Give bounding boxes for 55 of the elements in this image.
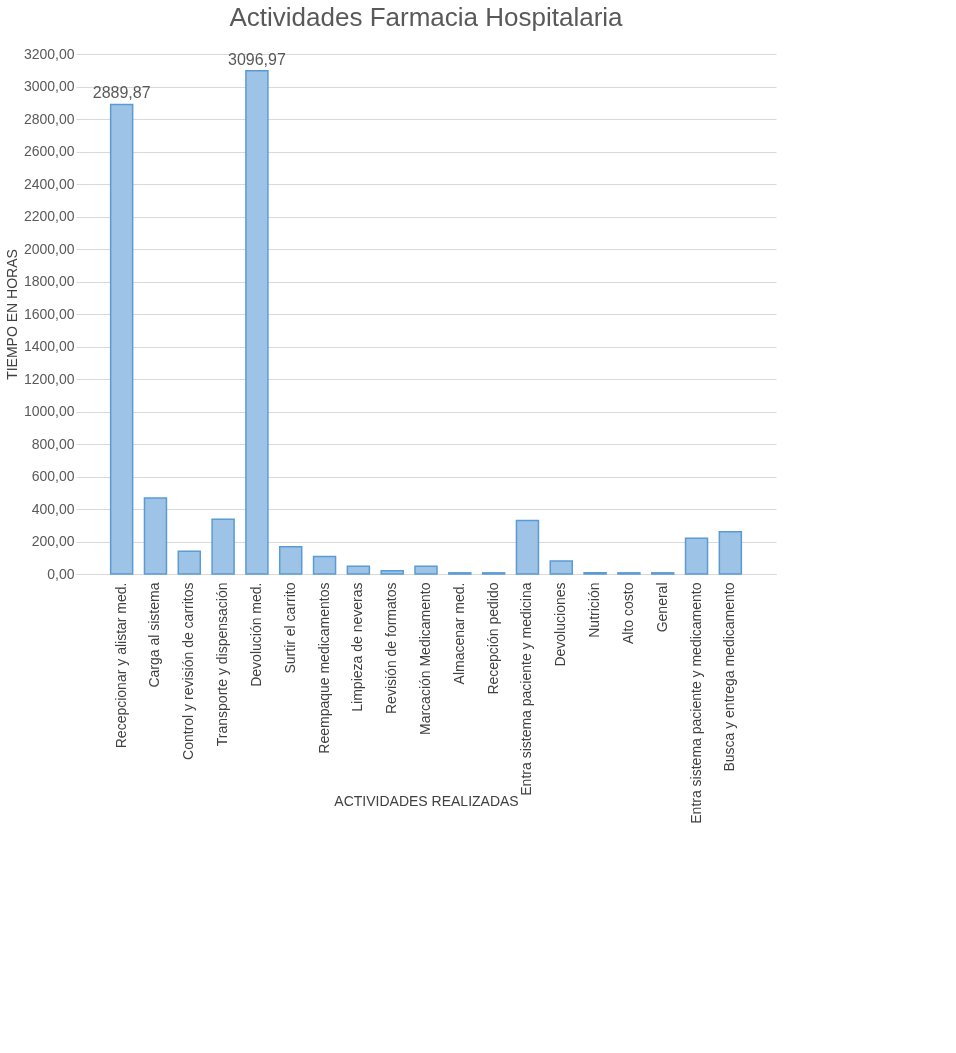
x-tick-label: Busca y entrega medicamento: [721, 582, 738, 772]
y-tick-label: 3200,00: [23, 45, 75, 62]
x-tick-label: Carga al sistema: [146, 582, 163, 688]
y-tick-label: 600,00: [31, 468, 75, 484]
bar: [718, 531, 743, 575]
y-tick-label: 1600,00: [23, 305, 75, 322]
bar: [515, 519, 540, 575]
bar: [245, 69, 269, 575]
x-tick-label: Revisión de formatos: [383, 582, 400, 715]
bar: [211, 518, 235, 575]
bar: [549, 560, 574, 575]
bar: [346, 565, 371, 575]
bar: [143, 497, 168, 575]
data-label: 3096,97: [228, 50, 286, 68]
y-tick-label: 3000,00: [23, 78, 75, 94]
x-tick-label: Control y revisión de carritos: [180, 582, 197, 760]
x-tick-label: Almacenar med.: [450, 582, 467, 685]
y-tick-label: 1800,00: [23, 273, 75, 289]
y-tick-label: 2400,00: [23, 175, 75, 192]
y-tick-label: 1000,00: [23, 403, 75, 419]
y-tick-label: 2000,00: [23, 240, 75, 257]
x-tick-label: Devolución med.: [247, 582, 264, 687]
bar: [312, 555, 337, 575]
bar: [414, 565, 438, 575]
bar: [109, 103, 134, 575]
y-tick-label: 400,00: [31, 500, 75, 517]
x-tick-label: Marcación Medicamento: [417, 582, 433, 736]
x-tick-label: Surtir el carrito: [281, 582, 298, 674]
chart-title: Actividades Farmacia Hospitalaria: [229, 2, 624, 32]
bar: [278, 546, 303, 575]
x-axis-title: ACTIVIDADES REALIZADAS: [334, 792, 519, 809]
x-tick-label: Entra sistema paciente y medicamento: [687, 582, 704, 824]
y-tick-label: 200,00: [31, 533, 75, 549]
data-label: 2889,87: [92, 84, 151, 102]
bar: [380, 570, 404, 575]
x-tick-label: Reempaque medicamentos: [315, 582, 332, 754]
bar: [177, 550, 202, 575]
x-tick-label: Recepcionar y alistar med.: [112, 582, 129, 749]
y-tick-label: 2200,00: [23, 208, 75, 224]
bar: [684, 537, 709, 575]
y-tick-label: 1200,00: [23, 370, 75, 387]
x-tick-label: Nutrición: [586, 582, 603, 638]
y-tick-label: 1400,00: [23, 338, 75, 354]
x-tick-label: Alto costo: [619, 582, 636, 644]
y-tick-label: 2600,00: [23, 143, 75, 159]
x-tick-label: Limpieza de neveras: [349, 582, 366, 712]
y-tick-label: 0,00: [47, 565, 75, 582]
y-axis-title: TIEMPO EN HORAS: [3, 249, 20, 380]
y-tick-label: 2800,00: [23, 110, 75, 127]
x-tick-label: Transporte y dispensación: [214, 582, 231, 747]
y-tick-label: 800,00: [31, 435, 75, 452]
x-tick-label: Entra sistema paciente y medicina: [518, 582, 535, 796]
x-tick-label: General: [653, 582, 670, 633]
x-tick-label: Recepción pedido: [484, 582, 501, 695]
x-tick-label: Devoluciones: [552, 582, 569, 667]
